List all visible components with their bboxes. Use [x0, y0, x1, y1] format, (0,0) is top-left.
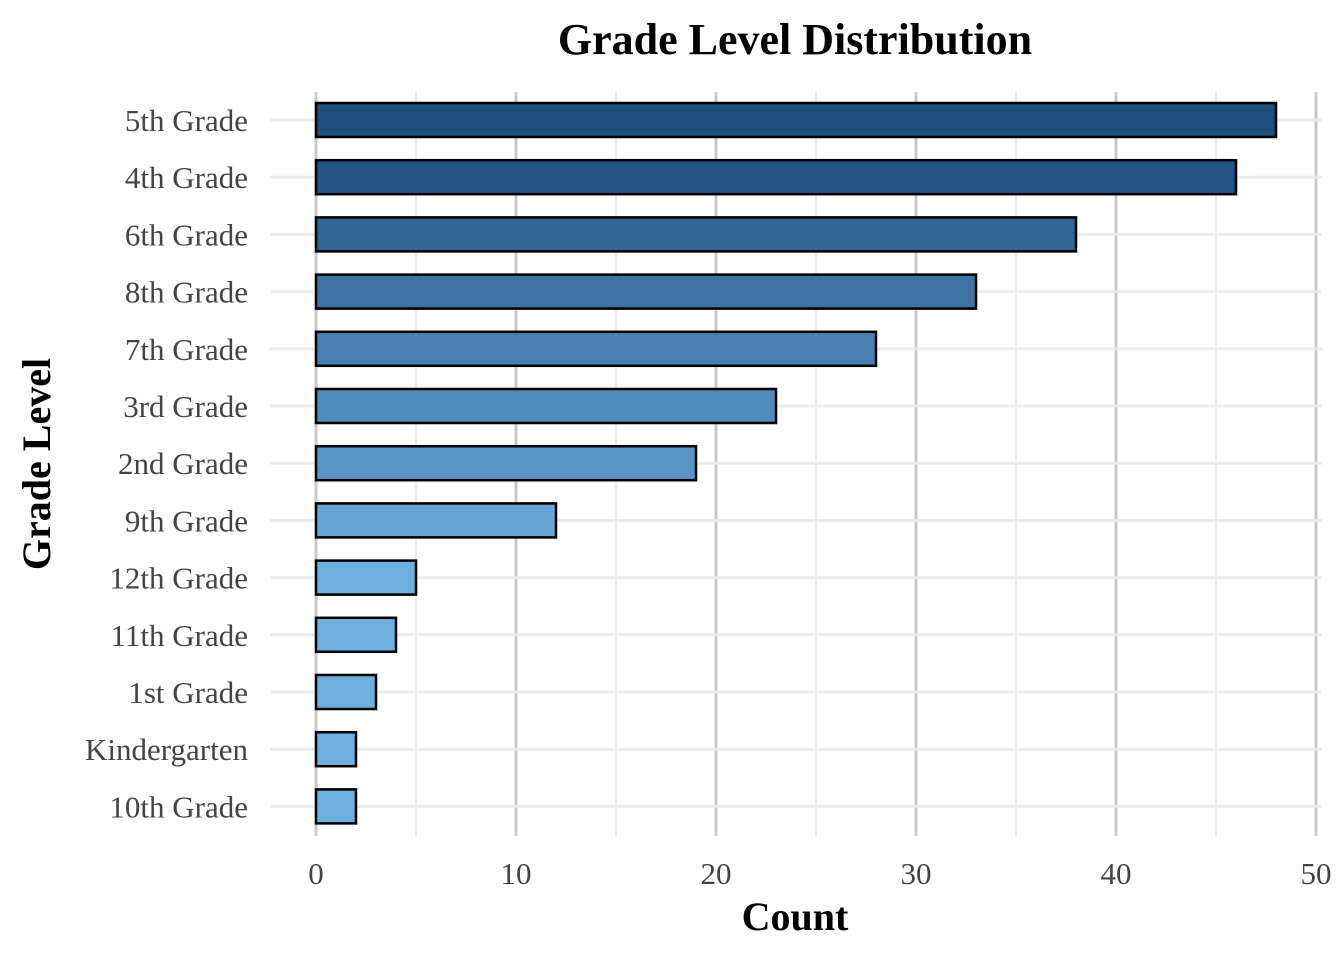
y-tick-label: 4th Grade [125, 160, 248, 195]
y-tick-label: 3rd Grade [123, 389, 248, 424]
y-axis-tick-labels: 5th Grade 4th Grade 6th Grade 8th Grade 7th … [85, 103, 248, 824]
y-tick-label: 12th Grade [109, 561, 248, 596]
x-tick-label: 50 [1301, 856, 1332, 891]
y-tick-label: 6th Grade [125, 217, 248, 252]
x-axis-title: Count [742, 894, 849, 939]
bar [314, 673, 378, 711]
y-tick-label: Kindergarten [85, 732, 248, 767]
bar [314, 444, 698, 482]
x-tick-label: 10 [501, 856, 532, 891]
bar [314, 502, 558, 539]
y-tick-label: 10th Grade [109, 789, 248, 824]
y-tick-label: 9th Grade [125, 503, 248, 538]
bars [314, 101, 1278, 825]
x-axis-tick-labels: 0 10 20 30 40 50 [308, 856, 1331, 891]
x-tick-label: 30 [901, 856, 932, 891]
bar [314, 101, 1278, 139]
y-axis-title: Grade Level [14, 358, 59, 570]
bar [314, 158, 1238, 196]
bar [314, 330, 878, 368]
bar [314, 559, 418, 596]
bar [314, 387, 778, 425]
bar [314, 216, 1078, 253]
y-tick-label: 5th Grade [125, 103, 248, 138]
bar [314, 788, 358, 825]
y-tick-label: 1st Grade [128, 675, 248, 710]
y-tick-label: 2nd Grade [118, 446, 248, 481]
bar [314, 273, 978, 310]
chart-title: Grade Level Distribution [558, 15, 1032, 64]
bar [314, 616, 398, 654]
x-tick-label: 0 [308, 856, 324, 891]
y-tick-label: 7th Grade [125, 332, 248, 367]
x-tick-label: 40 [1101, 856, 1132, 891]
y-tick-label: 11th Grade [111, 618, 248, 653]
x-tick-label: 20 [701, 856, 732, 891]
y-tick-label: 8th Grade [125, 275, 248, 310]
bar [314, 730, 358, 768]
